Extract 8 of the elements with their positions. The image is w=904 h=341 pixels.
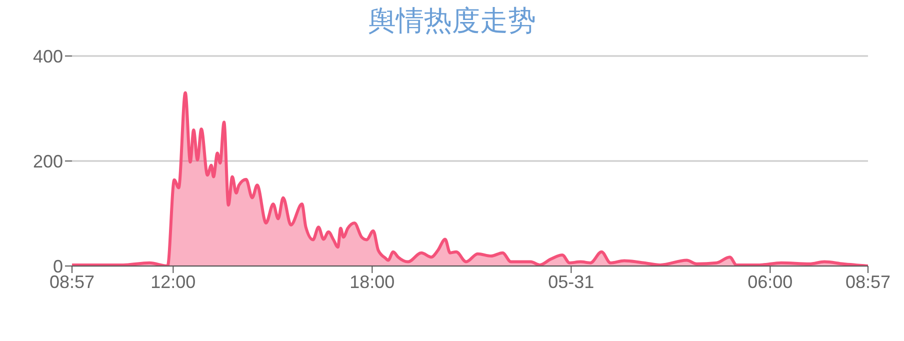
x-tick-label: 12:00 — [150, 272, 196, 292]
chart-title: 舆情热度走势 — [367, 4, 537, 38]
x-tick-label: 05-31 — [548, 272, 594, 292]
y-tick-label: 200 — [32, 151, 63, 172]
x-tick-label: 18:00 — [350, 272, 395, 292]
x-tick-label: 08:57 — [845, 272, 891, 292]
x-tick-label: 06:00 — [748, 272, 793, 292]
y-tick-label: 400 — [32, 46, 63, 66]
